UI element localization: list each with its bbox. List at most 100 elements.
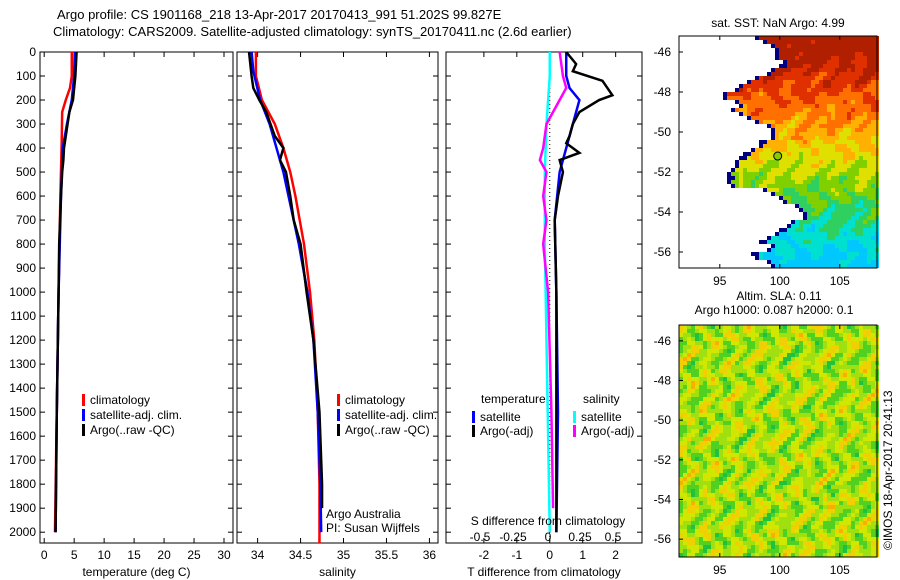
map-cell (859, 96, 863, 100)
map-cell (787, 325, 791, 329)
legend-label: Argo(-adj) (581, 424, 634, 438)
map-cell (687, 337, 691, 341)
map-cell (727, 481, 731, 485)
map-cell (803, 425, 807, 429)
map-cell (775, 72, 779, 76)
map-cell (691, 325, 695, 329)
map-cell (803, 541, 807, 545)
map-cell (859, 493, 863, 497)
x-tick-label: 20 (157, 548, 171, 562)
map-cell (703, 469, 707, 473)
map-cell (867, 425, 871, 429)
map-cell (811, 92, 815, 96)
map-cell (815, 164, 819, 168)
map-cell (751, 541, 755, 545)
map-cell (807, 232, 811, 236)
map-cell (755, 345, 759, 349)
map-cell (787, 549, 791, 553)
map-cell (851, 533, 855, 537)
map-cell (743, 385, 747, 389)
map-cell (695, 473, 699, 477)
map-cell (819, 68, 823, 72)
map-cell (823, 256, 827, 260)
map-cell (771, 549, 775, 553)
map-cell (759, 156, 763, 160)
map-cell (687, 489, 691, 493)
map-cell (695, 433, 699, 437)
map-cell (751, 433, 755, 437)
map-cell (855, 204, 859, 208)
map-cell (811, 44, 815, 48)
map-cell (715, 417, 719, 421)
map-cell (859, 148, 863, 152)
map-cell (831, 120, 835, 124)
map-cell (815, 493, 819, 497)
map-cell (871, 501, 875, 505)
map-cell (747, 433, 751, 437)
map-cell (695, 393, 699, 397)
map-cell (703, 437, 707, 441)
map-cell (851, 128, 855, 132)
map-cell (831, 521, 835, 525)
map-cell (871, 537, 875, 541)
map-cell (859, 461, 863, 465)
map-cell (735, 341, 739, 345)
map-cell (823, 164, 827, 168)
map-cell (779, 453, 783, 457)
map-cell (863, 136, 867, 140)
map-cell (771, 36, 775, 40)
map-cell (783, 232, 787, 236)
map-cell (691, 481, 695, 485)
map-cell (851, 477, 855, 481)
map-cell (847, 385, 851, 389)
map-cell (831, 409, 835, 413)
map-cell (863, 425, 867, 429)
map-cell (823, 405, 827, 409)
map-cell (851, 208, 855, 212)
map-cell (839, 333, 843, 337)
map-cell (847, 433, 851, 437)
map-cell (727, 377, 731, 381)
map-cell (787, 425, 791, 429)
map-cell (727, 417, 731, 421)
map-cell (823, 48, 827, 52)
map-cell (823, 389, 827, 393)
map-cell (679, 517, 683, 521)
map-cell (847, 108, 851, 112)
map-cell (699, 421, 703, 425)
map-cell (855, 136, 859, 140)
map-cell (827, 409, 831, 413)
map-cell (859, 184, 863, 188)
map-cell (771, 401, 775, 405)
map-cell (835, 156, 839, 160)
map-cell (851, 116, 855, 120)
map-cell (767, 236, 771, 240)
map-cell (827, 361, 831, 365)
map-cell (711, 521, 715, 525)
map-cell (767, 377, 771, 381)
map-cell (811, 36, 815, 40)
map-cell (751, 437, 755, 441)
map-cell (867, 545, 871, 549)
map-cell (839, 40, 843, 44)
map-cell (747, 381, 751, 385)
map-cell (767, 76, 771, 80)
map-cell (815, 36, 819, 40)
map-cell (835, 361, 839, 365)
map-cell (779, 140, 783, 144)
map-cell (807, 473, 811, 477)
map-cell (783, 56, 787, 60)
map-cell (807, 381, 811, 385)
map-cell (799, 260, 803, 264)
map-cell (839, 389, 843, 393)
map-cell (803, 196, 807, 200)
map-cell (819, 60, 823, 64)
map-cell (807, 493, 811, 497)
map-cell (799, 132, 803, 136)
map-cell (743, 337, 747, 341)
map-cell (751, 156, 755, 160)
map-cell (759, 465, 763, 469)
map-cell (863, 256, 867, 260)
map-cell (759, 553, 763, 557)
map-cell (679, 445, 683, 449)
